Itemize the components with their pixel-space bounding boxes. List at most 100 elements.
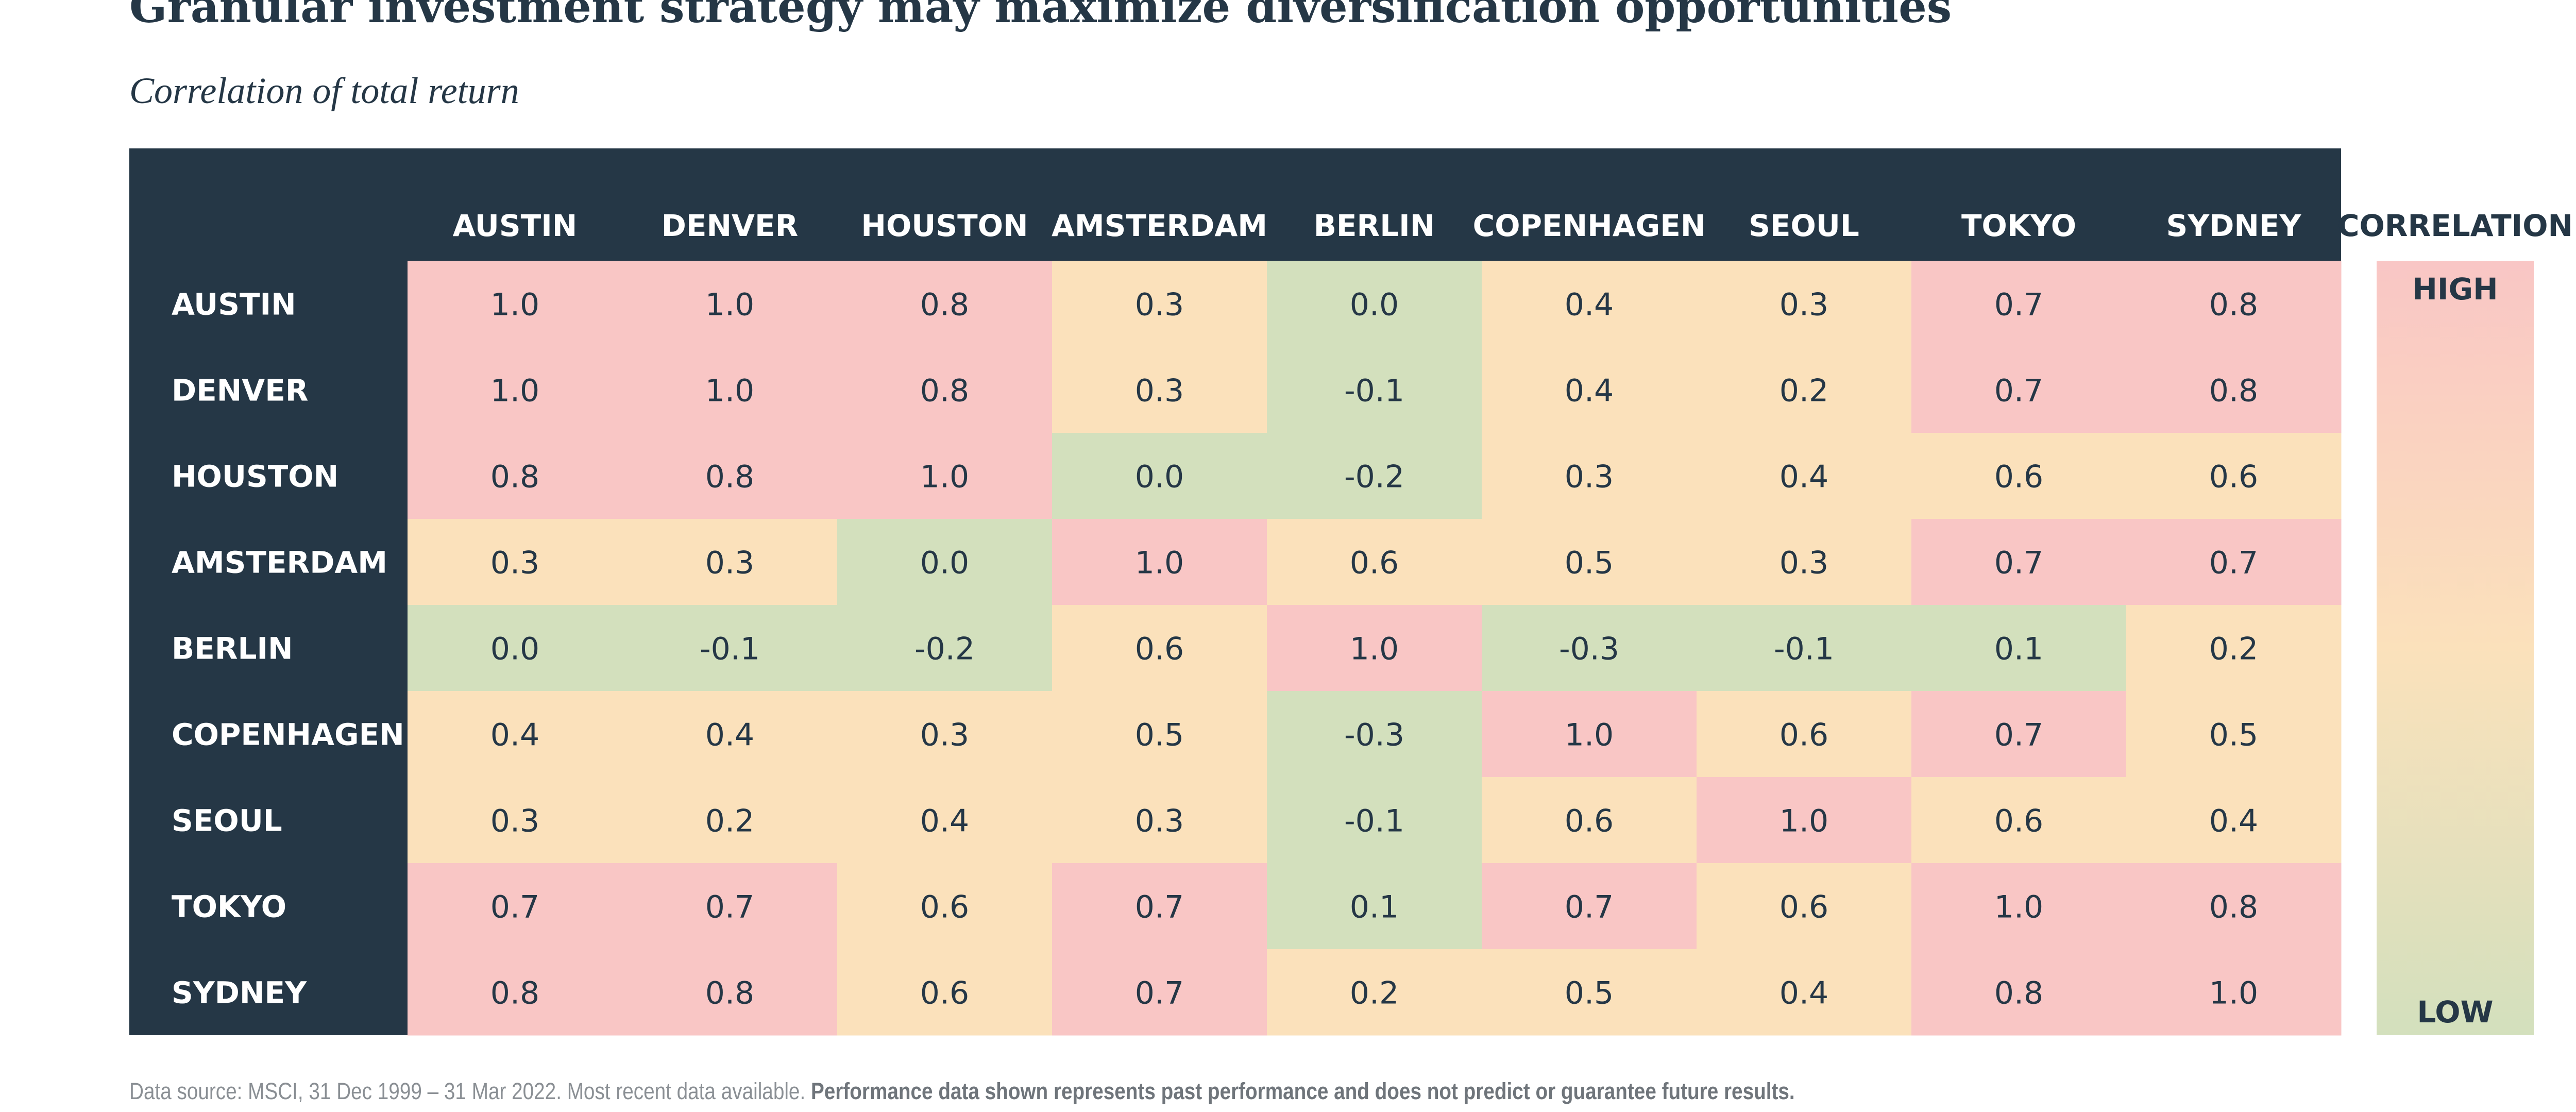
cell-value-label: 0.4 [490, 717, 539, 753]
heatmap-cell [1911, 691, 2127, 778]
cell-value-label: 0.7 [1565, 889, 1614, 925]
heatmap-cell [1697, 777, 1912, 864]
cell-value-label: 0.5 [1565, 975, 1614, 1012]
cell-value-label: 0.6 [1994, 803, 2043, 839]
heatmap-cell [1267, 777, 1482, 864]
heatmap-cell [622, 691, 838, 778]
heatmap-cell [2126, 777, 2342, 864]
heatmap-cell [2126, 433, 2342, 519]
heatmap-cell [1697, 691, 1912, 778]
cell-value-label: 0.3 [1135, 373, 1184, 409]
cell-value-label: 0.2 [1350, 975, 1399, 1012]
heatmap-cell [1697, 433, 1912, 519]
heatmap-cell [1482, 863, 1697, 950]
row-header: SYDNEY [172, 975, 307, 1010]
heatmap-cell [1911, 777, 2127, 864]
heatmap-cell [1697, 261, 1912, 347]
cell-value-label: 1.0 [920, 459, 969, 495]
cell-value-label: -0.1 [1344, 803, 1404, 839]
heatmap-cell [837, 949, 1053, 1036]
cell-value-label: 1.0 [705, 373, 754, 409]
cell-value-label: 0.3 [1135, 803, 1184, 839]
cell-value-label: 0.4 [1565, 287, 1614, 323]
cell-value-label: 0.8 [2209, 889, 2258, 925]
source-text: Data source: MSCI, 31 Dec 1999 – 31 Mar … [129, 1078, 806, 1104]
cell-value-label: 0.3 [490, 545, 539, 581]
heatmap-cell [837, 433, 1053, 519]
heatmap-cell [1482, 261, 1697, 347]
cell-value-label: 0.6 [1135, 631, 1184, 667]
cell-value-label: -0.1 [1774, 631, 1834, 667]
heatmap-cell [408, 605, 623, 692]
cell-value-label: 0.7 [1994, 545, 2043, 581]
cell-value-label: 1.0 [1780, 803, 1828, 839]
cell-value-label: -0.3 [1559, 631, 1619, 667]
row-header: BERLIN [172, 631, 293, 666]
row-header: COPENHAGEN [172, 717, 404, 752]
heatmap-cell [1267, 691, 1482, 778]
row-header: HOUSTON [172, 459, 338, 494]
heatmap-cell [408, 691, 623, 778]
cell-value-label: 0.8 [920, 287, 969, 323]
cell-value-label: 0.8 [920, 373, 969, 409]
chart-subtitle: Correlation of total return [129, 70, 519, 111]
cell-value-label: 0.8 [2209, 287, 2258, 323]
legend-high-label: HIGH [2412, 272, 2498, 307]
cell-value-label: -0.2 [1344, 459, 1404, 495]
cell-value-label: 0.7 [2209, 545, 2258, 581]
legend-low-label: LOW [2417, 995, 2493, 1030]
heatmap-cell [1697, 605, 1912, 692]
heatmap-cell [1052, 691, 1267, 778]
heatmap-cell [622, 261, 838, 347]
cell-value-label: 0.6 [1780, 889, 1828, 925]
row-header: DENVER [172, 373, 308, 408]
cell-value-label: 0.2 [2209, 631, 2258, 667]
cell-value-label: 0.0 [1135, 459, 1184, 495]
heatmap-cell [1482, 605, 1697, 692]
heatmap-cell [1267, 347, 1482, 433]
column-header: AUSTIN [453, 208, 578, 243]
heatmap-cell [1697, 519, 1912, 605]
legend-title: CORRELATION [2337, 208, 2573, 243]
cell-value-label: 0.8 [490, 459, 539, 495]
heatmap-cell [1697, 863, 1912, 950]
cell-value-label: 1.0 [490, 373, 539, 409]
cell-value-label: 0.7 [1135, 975, 1184, 1012]
heatmap-cell [1482, 949, 1697, 1036]
cell-value-label: 0.6 [920, 975, 969, 1012]
row-header: SEOUL [172, 803, 282, 838]
cell-value-label: 1.0 [1994, 889, 2043, 925]
cell-value-label: 0.8 [2209, 373, 2258, 409]
heatmap-cell [1267, 433, 1482, 519]
cell-value-label: 0.6 [1994, 459, 2043, 495]
heatmap-cell [408, 519, 623, 605]
cell-value-label: 0.6 [1350, 545, 1399, 581]
data-source-note: Data source: MSCI, 31 Dec 1999 – 31 Mar … [129, 1078, 1795, 1105]
heatmap-cell [1052, 519, 1267, 605]
column-header: COPENHAGEN [1473, 208, 1706, 243]
cell-value-label: 0.1 [1994, 631, 2043, 667]
heatmap-cell [1911, 605, 2127, 692]
heatmap-cell [2126, 605, 2342, 692]
heatmap-cell [1267, 949, 1482, 1036]
cell-value-label: 0.3 [1780, 545, 1828, 581]
cell-value-label: 1.0 [1135, 545, 1184, 581]
heatmap-cell [837, 261, 1053, 347]
cell-value-label: 0.7 [705, 889, 754, 925]
cell-value-label: 0.0 [920, 545, 969, 581]
cell-value-label: 0.3 [705, 545, 754, 581]
chart-title: Granular investment strategy may maximiz… [129, 0, 1952, 33]
cell-value-label: 0.5 [1565, 545, 1614, 581]
cell-value-label: 1.0 [1565, 717, 1614, 753]
cell-value-label: 1.0 [490, 287, 539, 323]
row-header: TOKYO [172, 889, 286, 924]
heatmap-cell [1482, 347, 1697, 433]
heatmap-cell [2126, 863, 2342, 950]
cell-value-label: 0.4 [1780, 975, 1828, 1012]
cell-value-label: 0.5 [2209, 717, 2258, 753]
heatmap-cell [1911, 261, 2127, 347]
heatmap-cell [622, 347, 838, 433]
column-header: SEOUL [1749, 208, 1859, 243]
disclaimer-text: Performance data shown represents past p… [810, 1078, 1795, 1104]
cell-value-label: 0.3 [1780, 287, 1828, 323]
